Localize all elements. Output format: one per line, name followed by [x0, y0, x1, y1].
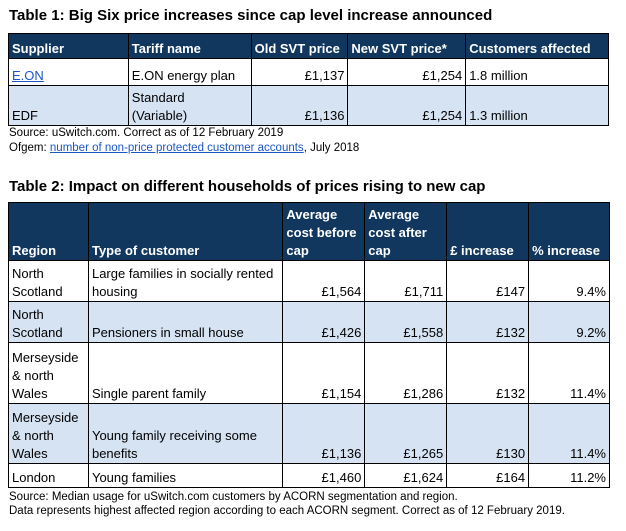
region-line: North: [12, 266, 44, 281]
region-cell: North Scotland: [8, 260, 89, 302]
increase-cell: £132: [446, 342, 530, 404]
table1-header-old-price: Old SVT price: [250, 33, 349, 59]
header-line: cost before: [286, 225, 357, 240]
ofgem-suffix: , July 2018: [303, 142, 360, 154]
table2-header-pct-increase: % increase: [528, 202, 610, 261]
table2-header-cost-after: Average cost after cap: [364, 202, 448, 261]
table1-header-supplier: Supplier: [8, 33, 129, 59]
increase-cell: £130: [446, 403, 530, 464]
ofgem-accounts-link[interactable]: number of non-price protected customer a…: [49, 142, 304, 154]
region-cell: London: [8, 463, 89, 488]
region-line: Scotland: [12, 284, 63, 299]
new-price-cell: £1,254: [347, 85, 467, 126]
table1-source-note: Source: uSwitch.com. Correct as of 12 Fe…: [9, 127, 284, 139]
table-row: Merseyside & north Wales Young family rece…: [8, 403, 610, 464]
cost-after-cell: £1,558: [364, 301, 448, 343]
region-line: Wales: [12, 446, 48, 461]
region-line: & north: [12, 368, 54, 383]
supplier-link-eon[interactable]: E.ON: [12, 68, 44, 83]
customers-cell: 1.8 million: [465, 58, 609, 86]
table-row: Merseyside & north Wales Single parent fam…: [8, 342, 610, 404]
table1-header-customers: Customers affected: [465, 33, 609, 59]
type-line: Young family receiving some: [91, 428, 257, 443]
table1-header-new-price: New SVT price*: [347, 33, 467, 59]
table-row: E.ON E.ON energy plan £1,137 £1,254 1.8 …: [8, 58, 609, 86]
header-line: cap: [368, 243, 391, 258]
pct-increase-cell: 11.2%: [528, 463, 610, 488]
pct-increase-cell: 11.4%: [528, 342, 610, 404]
new-price-cell: £1,254: [347, 58, 467, 86]
cost-before-cell: £1,460: [282, 463, 366, 488]
customer-type-cell: Pensioners in small house: [87, 301, 284, 343]
region-line: Merseyside: [12, 410, 79, 425]
table1-header-tariff: Tariff name: [127, 33, 252, 59]
customer-type-cell: Young family receiving some benefits: [87, 403, 284, 464]
region-line: Wales: [12, 386, 48, 401]
increase-cell: £164: [446, 463, 530, 488]
header-line: cost after: [368, 225, 427, 240]
cost-after-cell: £1,286: [364, 342, 448, 404]
table2-header-row: Region Type of customer Average cost befo…: [8, 202, 610, 261]
tariff-line: Standard: [131, 90, 185, 105]
region-cell: Merseyside & north Wales: [8, 342, 89, 404]
table2-header-increase: £ increase: [446, 202, 530, 261]
increase-cell: £132: [446, 301, 530, 343]
header-line: cap: [286, 243, 309, 258]
tariff-line: (Variable): [131, 108, 188, 123]
region-cell: Merseyside & north Wales: [8, 403, 89, 464]
table2-header-region: Region: [8, 202, 89, 261]
tariff-cell: Standard (Variable): [127, 85, 252, 126]
region-line: Scotland: [12, 325, 63, 340]
customer-type-cell: Single parent family: [87, 342, 284, 404]
table1: Supplier Tariff name Old SVT price New S…: [8, 33, 609, 126]
table2-source-note: Source: Median usage for uSwitch.com cus…: [9, 491, 458, 503]
table-row: North Scotland Large families in socially…: [8, 260, 610, 302]
table2-title: Table 2: Impact on different households …: [9, 178, 486, 195]
cost-before-cell: £1,136: [282, 403, 366, 464]
header-line: Average: [368, 207, 420, 222]
cost-before-cell: £1,426: [282, 301, 366, 343]
cost-after-cell: £1,624: [364, 463, 448, 488]
tariff-cell: E.ON energy plan: [127, 58, 252, 86]
type-line: housing: [91, 284, 138, 299]
cost-after-cell: £1,711: [364, 260, 448, 302]
customer-type-cell: Young families: [87, 463, 284, 488]
cost-after-cell: £1,265: [364, 403, 448, 464]
cost-before-cell: £1,154: [282, 342, 366, 404]
table1-header-row: Supplier Tariff name Old SVT price New S…: [8, 33, 609, 59]
table1-title: Table 1: Big Six price increases since c…: [9, 7, 493, 24]
pct-increase-cell: 9.2%: [528, 301, 610, 343]
table2: Region Type of customer Average cost befo…: [8, 202, 610, 488]
pct-increase-cell: 11.4%: [528, 403, 610, 464]
table2-data-note: Data represents highest affected region …: [9, 505, 565, 517]
region-line: & north: [12, 428, 54, 443]
type-line: Large families in socially rented: [91, 266, 274, 281]
table-row: London Young families £1,460 £1,624 £164…: [8, 463, 610, 488]
region-line: Merseyside: [12, 350, 79, 365]
type-line: benefits: [91, 446, 138, 461]
table2-header-type: Type of customer: [87, 202, 284, 261]
old-price-cell: £1,137: [250, 58, 349, 86]
increase-cell: £147: [446, 260, 530, 302]
supplier-cell: E.ON: [8, 58, 129, 86]
table2-header-cost-before: Average cost before cap: [282, 202, 366, 261]
customers-cell: 1.3 million: [465, 85, 609, 126]
customer-type-cell: Large families in socially rented housing: [87, 260, 284, 302]
table-row: North Scotland Pensioners in small house …: [8, 301, 610, 343]
ofgem-prefix: Ofgem:: [9, 142, 50, 154]
cost-before-cell: £1,564: [282, 260, 366, 302]
header-line: Average: [286, 207, 338, 222]
old-price-cell: £1,136: [250, 85, 349, 126]
region-line: North: [12, 307, 44, 322]
region-cell: North Scotland: [8, 301, 89, 343]
pct-increase-cell: 9.4%: [528, 260, 610, 302]
supplier-cell: EDF: [8, 85, 129, 126]
table-row: EDF Standard (Variable) £1,136 £1,254 1.3…: [8, 85, 609, 126]
table1-ofgem-note: Ofgem: number of non-price protected cus…: [9, 141, 359, 155]
